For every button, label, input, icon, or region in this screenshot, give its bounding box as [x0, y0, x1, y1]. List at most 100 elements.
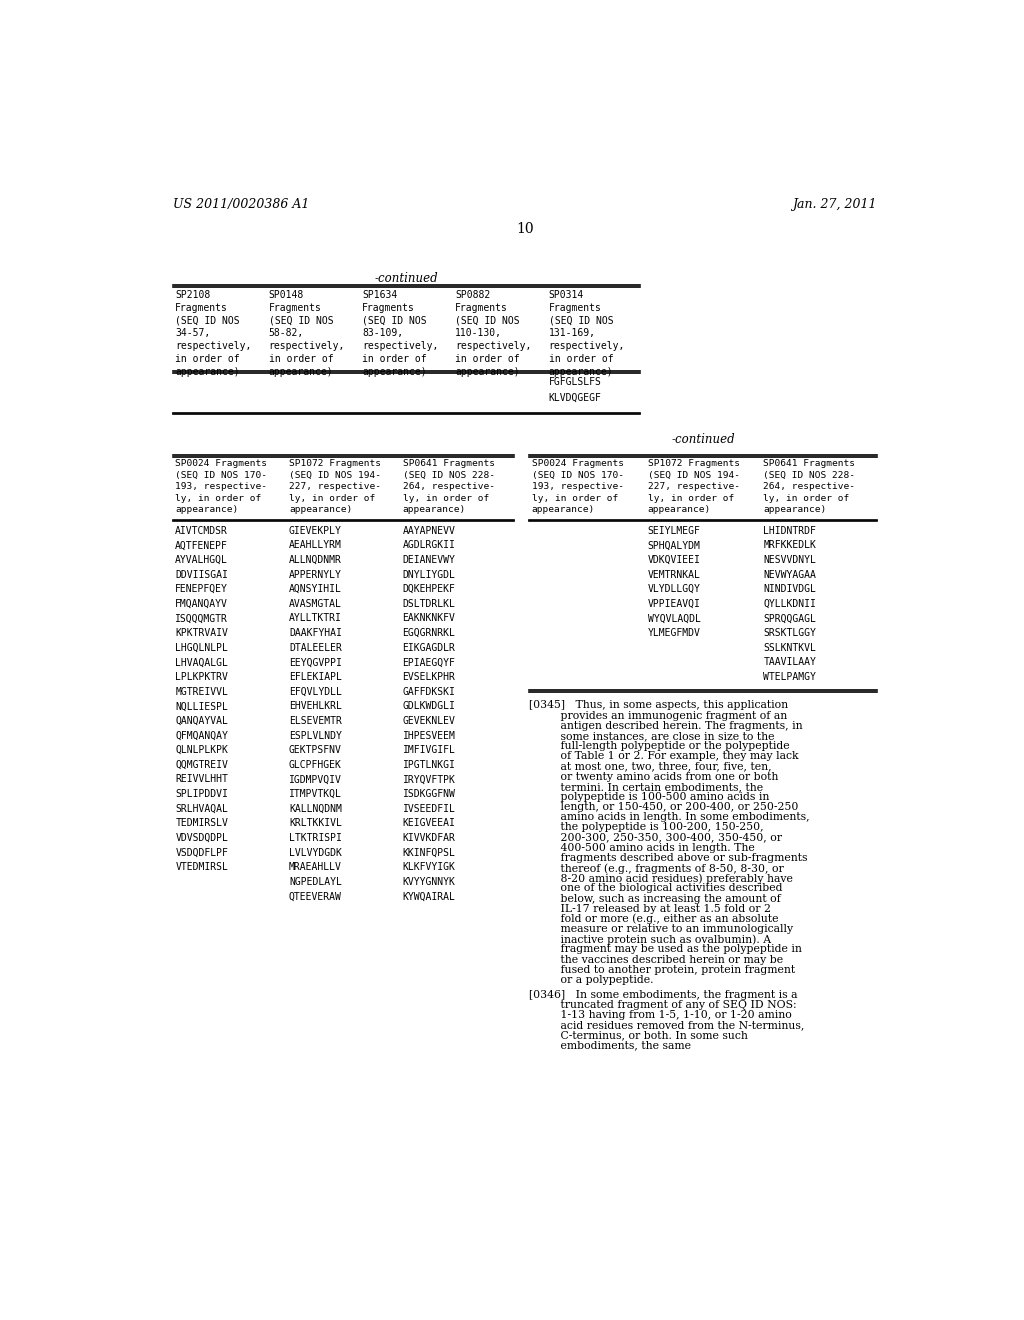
Text: AAYAPNEVV: AAYAPNEVV — [402, 525, 456, 536]
Text: SP0024 Fragments
(SEQ ID NOS 170-
193, respective-
ly, in order of
appearance): SP0024 Fragments (SEQ ID NOS 170- 193, r… — [531, 459, 624, 515]
Text: SPRQQGAGL: SPRQQGAGL — [763, 614, 816, 623]
Text: SP0882
Fragments
(SEQ ID NOS
110-130,
respectively,
in order of
appearance): SP0882 Fragments (SEQ ID NOS 110-130, re… — [456, 290, 531, 378]
Text: EHVEHLKRL: EHVEHLKRL — [289, 701, 342, 711]
Text: GLCPFHGEK: GLCPFHGEK — [289, 760, 342, 770]
Text: KLVDQGEGF: KLVDQGEGF — [549, 392, 601, 403]
Text: 400-500 amino acids in length. The: 400-500 amino acids in length. The — [529, 842, 756, 853]
Text: polypeptide is 100-500 amino acids in: polypeptide is 100-500 amino acids in — [529, 792, 770, 803]
Text: EEYQGVPPI: EEYQGVPPI — [289, 657, 342, 668]
Text: YLMEGFMDV: YLMEGFMDV — [647, 628, 700, 638]
Text: 10: 10 — [516, 222, 534, 235]
Text: fold or more (e.g., either as an absolute: fold or more (e.g., either as an absolut… — [529, 913, 779, 924]
Text: ALLNQDNMR: ALLNQDNMR — [289, 554, 342, 565]
Text: inactive protein such as ovalbumin). A: inactive protein such as ovalbumin). A — [529, 935, 771, 945]
Text: KRLTKKIVL: KRLTKKIVL — [289, 818, 342, 828]
Text: fused to another protein, protein fragment: fused to another protein, protein fragme… — [529, 965, 796, 974]
Text: QYLLKDNII: QYLLKDNII — [763, 599, 816, 609]
Text: SP1072 Fragments
(SEQ ID NOS 194-
227, respective-
ly, in order of
appearance): SP1072 Fragments (SEQ ID NOS 194- 227, r… — [289, 459, 381, 515]
Text: LHIDNTRDF: LHIDNTRDF — [763, 525, 816, 536]
Text: EFLEKIAPL: EFLEKIAPL — [289, 672, 342, 682]
Text: antigen described herein. The fragments, in: antigen described herein. The fragments,… — [529, 721, 803, 731]
Text: EAKNKNKFV: EAKNKNKFV — [402, 614, 456, 623]
Text: SP2108
Fragments
(SEQ ID NOS
34-57,
respectively,
in order of
appearance): SP2108 Fragments (SEQ ID NOS 34-57, resp… — [175, 290, 252, 378]
Text: SP0314
Fragments
(SEQ ID NOS
131-169,
respectively,
in order of
appearance): SP0314 Fragments (SEQ ID NOS 131-169, re… — [549, 290, 625, 378]
Text: KYWQAIRAL: KYWQAIRAL — [402, 891, 456, 902]
Text: NQLLIESPL: NQLLIESPL — [175, 701, 228, 711]
Text: NGPEDLAYL: NGPEDLAYL — [289, 876, 342, 887]
Text: EFQVLYDLL: EFQVLYDLL — [289, 686, 342, 697]
Text: NESVVDNYL: NESVVDNYL — [763, 554, 816, 565]
Text: [0346]   In some embodiments, the fragment is a: [0346] In some embodiments, the fragment… — [529, 990, 798, 999]
Text: VPPIEAVQI: VPPIEAVQI — [647, 599, 700, 609]
Text: provides an immunogenic fragment of an: provides an immunogenic fragment of an — [529, 710, 787, 721]
Text: AEAHLLYRM: AEAHLLYRM — [289, 540, 342, 550]
Text: NINDIVDGL: NINDIVDGL — [763, 585, 816, 594]
Text: GAFFDKSKI: GAFFDKSKI — [402, 686, 456, 697]
Text: SSLKNTKVL: SSLKNTKVL — [763, 643, 816, 652]
Text: at most one, two, three, four, five, ten,: at most one, two, three, four, five, ten… — [529, 762, 772, 771]
Text: AQTFENEPF: AQTFENEPF — [175, 540, 228, 550]
Text: ISQQQMGTR: ISQQQMGTR — [175, 614, 228, 623]
Text: QQMGTREIV: QQMGTREIV — [175, 760, 228, 770]
Text: ISDKGGFNW: ISDKGGFNW — [402, 789, 456, 799]
Text: VDVSDQDPL: VDVSDQDPL — [175, 833, 228, 843]
Text: DTALEELER: DTALEELER — [289, 643, 342, 652]
Text: MGTREIVVL: MGTREIVVL — [175, 686, 228, 697]
Text: SP1072 Fragments
(SEQ ID NOS 194-
227, respective-
ly, in order of
appearance): SP1072 Fragments (SEQ ID NOS 194- 227, r… — [647, 459, 739, 515]
Text: SP0641 Fragments
(SEQ ID NOS 228-
264, respective-
ly, in order of
appearance): SP0641 Fragments (SEQ ID NOS 228- 264, r… — [402, 459, 495, 515]
Text: QFMQANQAY: QFMQANQAY — [175, 730, 228, 741]
Text: ELSEVEMTR: ELSEVEMTR — [289, 715, 342, 726]
Text: SP1634
Fragments
(SEQ ID NOS
83-109,
respectively,
in order of
appearance): SP1634 Fragments (SEQ ID NOS 83-109, res… — [361, 290, 438, 378]
Text: EIKGAGDLR: EIKGAGDLR — [402, 643, 456, 652]
Text: IVSEEDFIL: IVSEEDFIL — [402, 804, 456, 813]
Text: IL-17 released by at least 1.5 fold or 2: IL-17 released by at least 1.5 fold or 2 — [529, 904, 771, 913]
Text: [0345]   Thus, in some aspects, this application: [0345] Thus, in some aspects, this appli… — [529, 701, 788, 710]
Text: AQNSYIHIL: AQNSYIHIL — [289, 585, 342, 594]
Text: full-length polypeptide or the polypeptide: full-length polypeptide or the polypepti… — [529, 741, 791, 751]
Text: IHPESVEEM: IHPESVEEM — [402, 730, 456, 741]
Text: KPKTRVAIV: KPKTRVAIV — [175, 628, 228, 638]
Text: DEIANEVWY: DEIANEVWY — [402, 554, 456, 565]
Text: LPLKPKTRV: LPLKPKTRV — [175, 672, 228, 682]
Text: below, such as increasing the amount of: below, such as increasing the amount of — [529, 894, 781, 904]
Text: FGFGLSLFS: FGFGLSLFS — [549, 378, 601, 387]
Text: DQKEHPEKF: DQKEHPEKF — [402, 585, 456, 594]
Text: embodiments, the same: embodiments, the same — [529, 1040, 691, 1051]
Text: DSLTDRLKL: DSLTDRLKL — [402, 599, 456, 609]
Text: WTELPAMGY: WTELPAMGY — [763, 672, 816, 682]
Text: acid residues removed from the N-terminus,: acid residues removed from the N-terminu… — [529, 1020, 805, 1030]
Text: LHGQLNLPL: LHGQLNLPL — [175, 643, 228, 652]
Text: C-terminus, or both. In some such: C-terminus, or both. In some such — [529, 1031, 749, 1040]
Text: LVLVYDGDK: LVLVYDGDK — [289, 847, 342, 858]
Text: 1-13 having from 1-5, 1-10, or 1-20 amino: 1-13 having from 1-5, 1-10, or 1-20 amin… — [529, 1010, 793, 1020]
Text: KALLNQDNM: KALLNQDNM — [289, 804, 342, 813]
Text: GEVEKNLEV: GEVEKNLEV — [402, 715, 456, 726]
Text: FENEPFQEY: FENEPFQEY — [175, 585, 228, 594]
Text: EVSELKPHR: EVSELKPHR — [402, 672, 456, 682]
Text: of Table 1 or 2. For example, they may lack: of Table 1 or 2. For example, they may l… — [529, 751, 799, 762]
Text: Jan. 27, 2011: Jan. 27, 2011 — [793, 198, 877, 211]
Text: NEVWYAGAA: NEVWYAGAA — [763, 570, 816, 579]
Text: DDVIISGAI: DDVIISGAI — [175, 570, 228, 579]
Text: DNYLIYGDL: DNYLIYGDL — [402, 570, 456, 579]
Text: IRYQVFTPK: IRYQVFTPK — [402, 775, 456, 784]
Text: 8-20 amino acid residues) preferably have: 8-20 amino acid residues) preferably hav… — [529, 874, 794, 884]
Text: IMFIVGIFL: IMFIVGIFL — [402, 744, 456, 755]
Text: VEMTRNKAL: VEMTRNKAL — [647, 570, 700, 579]
Text: FMQANQAYV: FMQANQAYV — [175, 599, 228, 609]
Text: TEDMIRSLV: TEDMIRSLV — [175, 818, 228, 828]
Text: AIVTCMDSR: AIVTCMDSR — [175, 525, 228, 536]
Text: one of the biological activities described: one of the biological activities describ… — [529, 883, 783, 894]
Text: length, or 150-450, or 200-400, or 250-250: length, or 150-450, or 200-400, or 250-2… — [529, 803, 799, 812]
Text: IGDMPVQIV: IGDMPVQIV — [289, 775, 342, 784]
Text: KEIGVEEAI: KEIGVEEAI — [402, 818, 456, 828]
Text: DAAKFYHAI: DAAKFYHAI — [289, 628, 342, 638]
Text: or a polypeptide.: or a polypeptide. — [529, 975, 654, 985]
Text: VDKQVIEEI: VDKQVIEEI — [647, 554, 700, 565]
Text: MRAEAHLLV: MRAEAHLLV — [289, 862, 342, 873]
Text: SP0024 Fragments
(SEQ ID NOS 170-
193, respective-
ly, in order of
appearance): SP0024 Fragments (SEQ ID NOS 170- 193, r… — [175, 459, 267, 515]
Text: some instances, are close in size to the: some instances, are close in size to the — [529, 731, 775, 741]
Text: LHVAQALGL: LHVAQALGL — [175, 657, 228, 668]
Text: AVASMGTAL: AVASMGTAL — [289, 599, 342, 609]
Text: SRSKTLGGY: SRSKTLGGY — [763, 628, 816, 638]
